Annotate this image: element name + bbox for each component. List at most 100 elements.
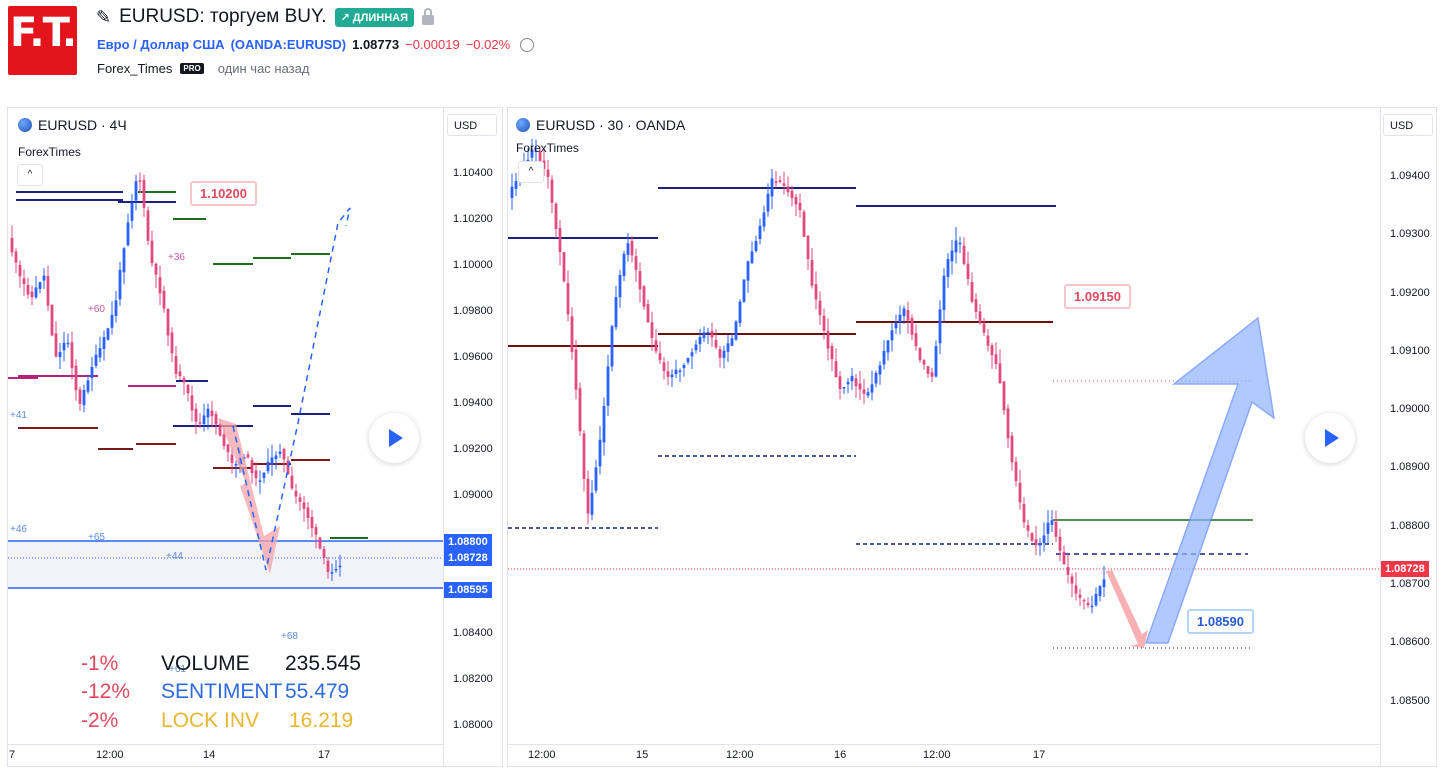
right-candle [638,271,642,290]
right-candle [866,392,870,396]
right-candle [810,260,814,286]
right-candle [958,242,962,245]
left-ytick: 1.10400 [453,167,493,179]
right-candle [770,178,774,197]
right-candle [1018,482,1022,503]
left-candle [182,378,186,383]
right-xtick: 17 [1033,749,1046,761]
right-candle [922,360,926,365]
left-candle [146,210,150,241]
right-chart-canvas[interactable] [508,108,1437,767]
right-candle [850,376,854,382]
right-candle [870,384,874,393]
left-xtick: 14 [203,749,216,761]
left-price-callout[interactable]: 1.10200 [190,181,257,206]
right-candle [862,389,866,394]
level-label: +41 [10,410,27,421]
left-candle [154,263,158,275]
right-xtick: 12:00 [528,749,556,761]
left-currency-button[interactable]: USD [447,114,497,136]
price-change-pct: −0.02% [465,37,511,52]
right-indicator-name[interactable]: ForexTimes [516,141,579,155]
level-label: +46 [10,524,27,535]
left-candle [222,434,226,447]
right-candle [578,388,582,432]
author-name[interactable]: Forex_Times [97,61,173,76]
right-candle [794,196,798,205]
left-candle [174,356,178,374]
right-candle [706,331,710,334]
left-candle [42,275,46,281]
right-candle [586,478,590,514]
left-ytick: 1.09800 [453,305,493,317]
left-price-tag: 1.08595 [444,582,492,598]
last-price: 1.08773 [352,37,400,52]
eurusd-flag-icon [18,118,32,132]
left-candle [162,290,166,309]
right-candle [722,350,726,358]
right-up-arrow [1144,316,1276,644]
left-candle [270,457,274,465]
left-ytick: 1.09600 [453,351,493,363]
left-ytick: 1.10200 [453,213,493,225]
right-candle [710,331,714,338]
right-xtick: 12:00 [923,749,951,761]
right-time-axis [508,744,1380,745]
right-price-callout-bottom[interactable]: 1.08590 [1187,609,1254,634]
right-ytick: 1.08500 [1390,695,1430,707]
right-ytick: 1.09200 [1390,287,1430,299]
right-candle [670,374,674,378]
right-candle [582,433,586,479]
left-candle [78,389,82,404]
left-range-zone [8,541,444,588]
right-candle [1070,576,1074,584]
right-candle [574,349,578,390]
left-candle [310,517,314,528]
forex-times-logo[interactable]: F.T. [8,6,77,75]
left-candle [138,180,142,182]
left-price-axis[interactable]: 1.10400 1.10200 1.10000 1.09800 1.09600 … [443,108,493,766]
right-candle [950,250,954,262]
right-candle [994,354,998,364]
left-candle [134,181,138,201]
left-candle [126,222,130,246]
right-candle [650,322,654,338]
right-play-button[interactable] [1305,413,1355,463]
left-indicator-name[interactable]: ForexTimes [18,145,81,159]
symbol-code-link[interactable]: (OANDA:EURUSD) [230,37,347,52]
right-candle [1058,536,1062,551]
right-candle [1054,521,1058,537]
right-candle [590,492,594,515]
right-candle [686,357,690,363]
left-xtick: 17 [318,749,331,761]
right-candle [846,381,850,385]
right-candle [818,300,822,316]
left-chart-canvas[interactable] [8,108,503,767]
right-candle [682,364,686,369]
right-candle [634,256,638,270]
right-candle [642,286,646,307]
right-candle [1062,551,1066,565]
left-play-button[interactable] [369,413,419,463]
right-candle [886,340,890,353]
left-candle [302,502,306,509]
left-collapse-button[interactable]: ^ [17,164,43,186]
right-candle [554,203,558,229]
alarm-clock-icon[interactable] [520,37,535,52]
stat-value: 235.545 [285,652,361,675]
stat-pct: -12% [81,680,131,703]
level-label: +60 [88,304,105,315]
right-candle [610,326,614,367]
left-chart-panel[interactable]: EURUSD · 4Ч ForexTimes ^ USD 1.10400 1.1… [7,107,503,767]
right-currency-button[interactable]: USD [1383,114,1433,136]
left-price-tag: 1.08800 [444,534,492,550]
right-collapse-button[interactable]: ^ [518,161,544,183]
right-price-axis[interactable]: 1.09400 1.09300 1.09200 1.09100 1.09000 … [1380,108,1430,766]
right-candle [974,299,978,312]
right-price-callout-top[interactable]: 1.09150 [1064,284,1131,309]
right-candle [878,365,882,375]
left-candle [18,264,22,277]
right-chart-panel[interactable]: EURUSD · 30 · OANDA ForexTimes ^ USD 1.0… [507,107,1437,767]
right-candle [1102,579,1106,588]
symbol-name-link[interactable]: Евро / Доллар США [97,37,225,52]
